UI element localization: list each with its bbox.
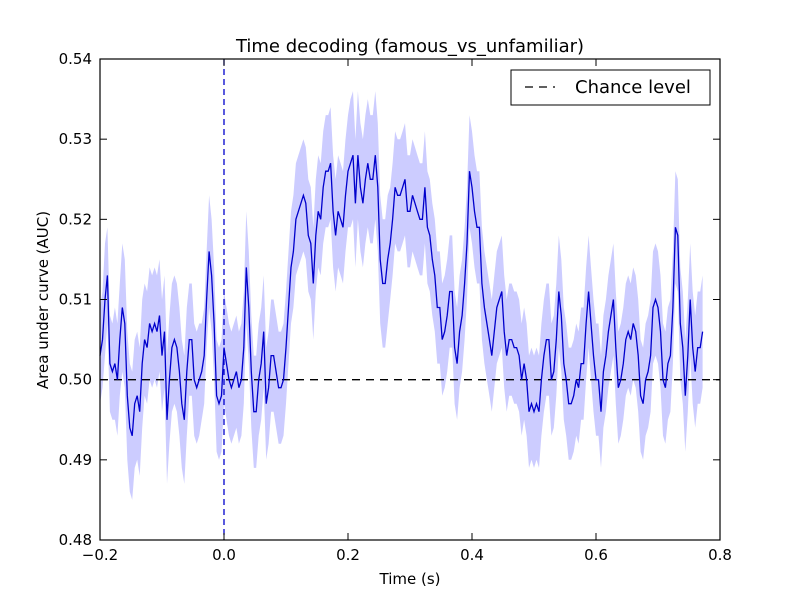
- plot-area: [99, 58, 721, 541]
- x-tick-label: 0.8: [708, 546, 732, 564]
- plot-background: [100, 59, 720, 540]
- y-tick-label: 0.53: [59, 130, 92, 148]
- x-tick-label: 0.2: [336, 546, 360, 564]
- y-tick-label: 0.49: [59, 451, 92, 469]
- x-tick-label: 0.0: [212, 546, 236, 564]
- chart-title: Time decoding (famous_vs_unfamiliar): [235, 36, 584, 57]
- x-tick-label: 0.6: [584, 546, 608, 564]
- plot-frame: [99, 58, 721, 541]
- legend: Chance level: [510, 69, 711, 106]
- x-tick-label: 0.4: [460, 546, 484, 564]
- y-axis-label: Area under curve (AUC): [34, 211, 52, 389]
- x-tick-label: −0.2: [82, 546, 118, 564]
- y-tick-label: 0.52: [59, 210, 92, 228]
- series-line-auc: [99, 155, 704, 436]
- y-tick-label: 0.48: [59, 531, 92, 549]
- y-tick-label: 0.54: [59, 50, 92, 68]
- y-tick-label: 0.51: [59, 291, 92, 309]
- y-tick-labels: 0.48 0.49 0.50 0.51 0.52 0.53 0.54: [59, 50, 92, 549]
- confidence-band: [100, 91, 703, 500]
- legend-chance-level-label: Chance level: [575, 77, 691, 98]
- x-tick-labels: −0.2 0.0 0.2 0.4 0.6 0.8: [82, 546, 732, 564]
- y-tick-label: 0.50: [59, 371, 92, 389]
- x-axis-label: Time (s): [379, 570, 441, 588]
